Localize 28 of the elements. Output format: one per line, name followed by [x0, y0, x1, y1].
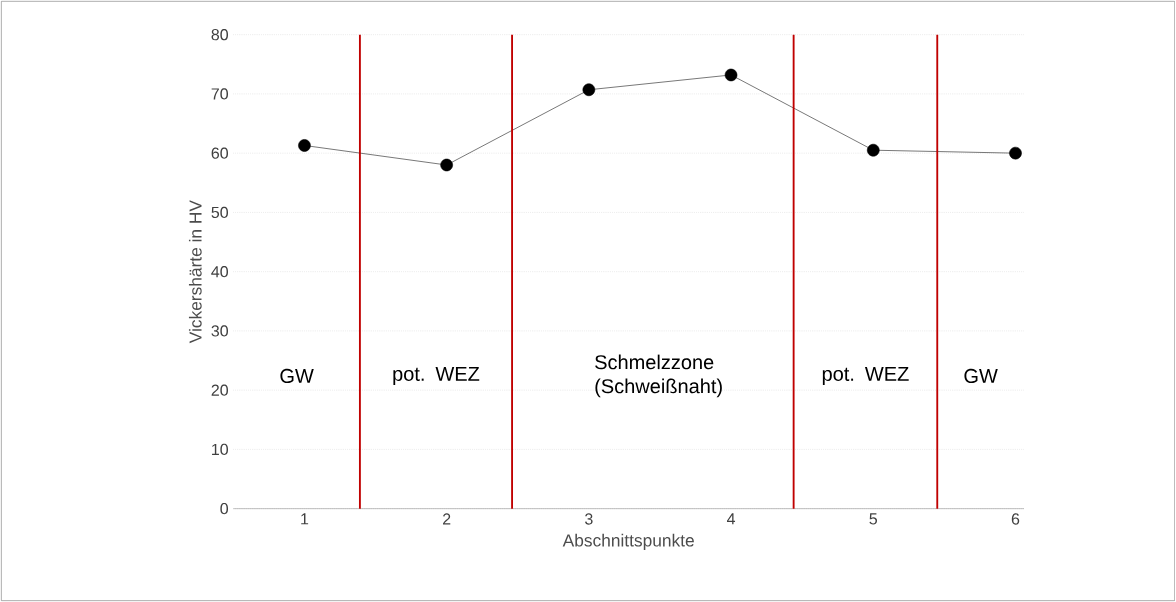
y-tick-label: 30 [211, 325, 229, 337]
point [724, 68, 738, 82]
y-tick-label: 70 [211, 88, 229, 100]
x-tick-label: 3 [585, 513, 593, 525]
x-tick-label: 1 [301, 513, 309, 525]
point [867, 143, 880, 157]
y-tick-label: 80 [211, 29, 229, 41]
annotation: GW [964, 368, 998, 384]
annotation: GW [280, 368, 314, 384]
x-tick-label: 2 [443, 513, 451, 525]
annotation: pot. WEZ [393, 366, 480, 385]
point [440, 158, 453, 172]
x-tick-label: 4 [726, 513, 736, 525]
y-tick-label: 40 [211, 266, 229, 278]
point [298, 139, 311, 152]
y-axis-title: Vickershärte in HV [188, 200, 202, 344]
y-tick-label: 10 [212, 443, 229, 456]
y-tick-label: 20 [211, 384, 229, 396]
x-tick-label: 6 [1011, 513, 1020, 525]
y-tick-label: 0 [220, 502, 229, 515]
y-tick-label: 60 [211, 147, 229, 159]
y-tick-label: 50 [211, 206, 229, 219]
annotation: Schmelzzone (Schweißnaht) [595, 354, 722, 398]
x-axis-title: Abschnittspunkte [562, 533, 694, 550]
annotation: pot. WEZ [822, 366, 909, 385]
point [582, 83, 596, 97]
point [1009, 146, 1022, 160]
x-tick-label: 5 [869, 513, 878, 525]
